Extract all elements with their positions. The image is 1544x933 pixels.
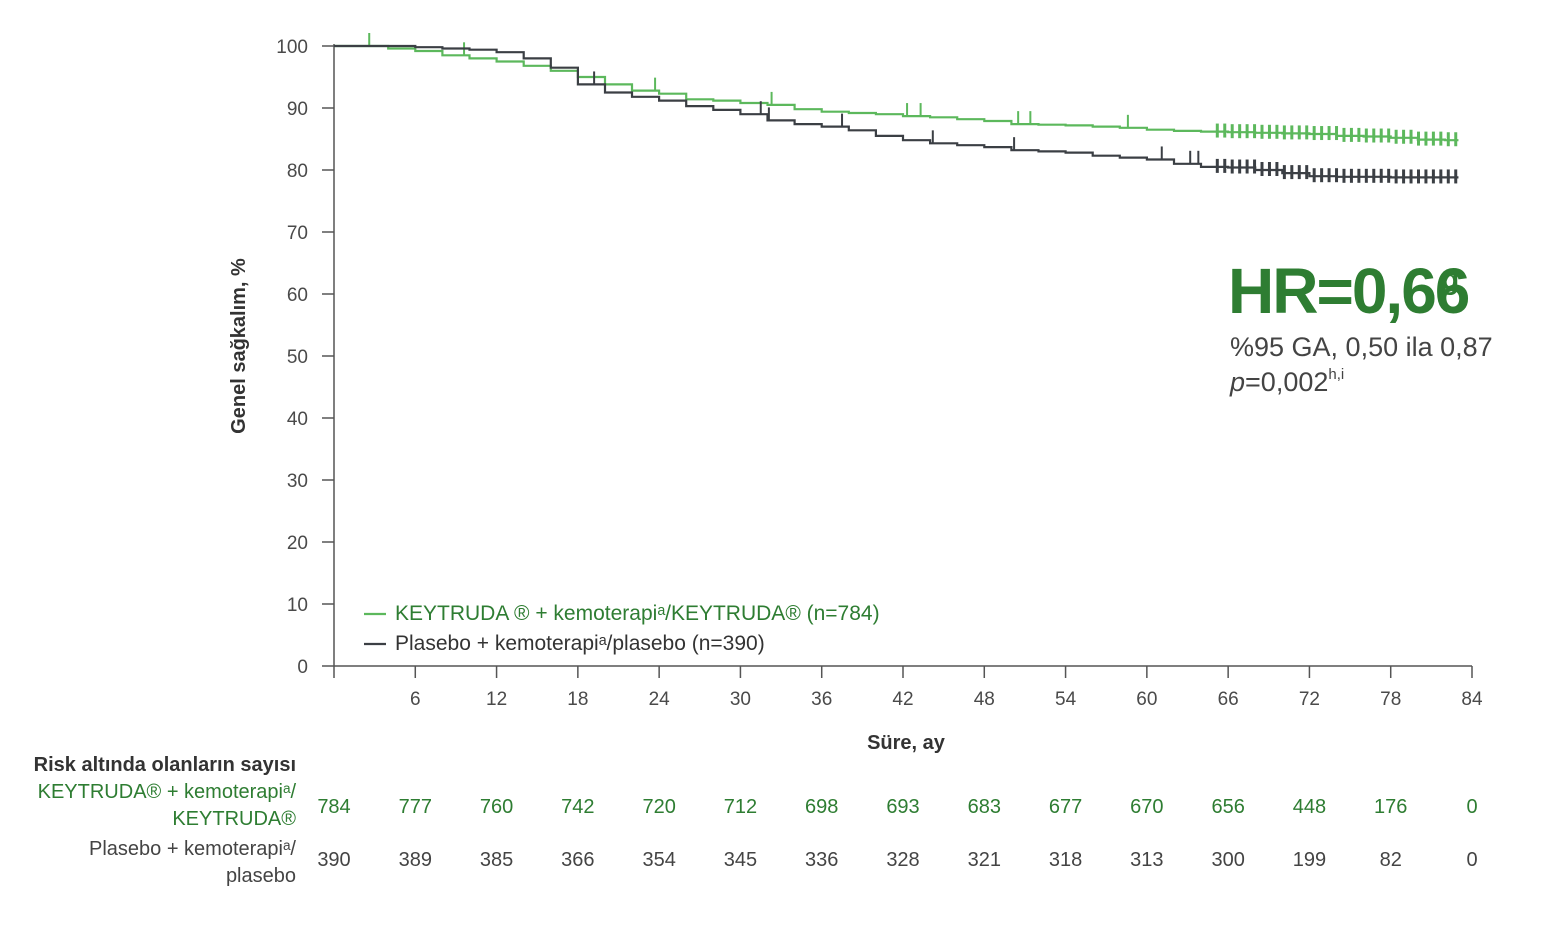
risk-value: 354 [642, 849, 675, 871]
y-tick-label: 50 [287, 347, 308, 368]
risk-value: 318 [1049, 849, 1082, 871]
risk-row-label: KEYTRUDA® [172, 808, 296, 830]
y-tick-label: 70 [287, 223, 308, 244]
x-tick-label: 60 [1136, 689, 1157, 710]
risk-value: 385 [480, 849, 513, 871]
x-tick-label: 24 [649, 689, 671, 710]
x-tick-label: 54 [1055, 689, 1077, 710]
y-tick-label: 80 [287, 161, 308, 182]
risk-value: 366 [561, 849, 594, 871]
series-line-1 [334, 44, 1459, 142]
x-tick-label: 18 [567, 689, 588, 710]
risk-value: 760 [480, 796, 513, 818]
risk-value: 300 [1211, 849, 1244, 871]
y-tick-label: 40 [287, 409, 308, 430]
legend: KEYTRUDA ® + kemoterapiᵃ/KEYTRUDA® (n=78… [364, 602, 880, 655]
x-tick-label: 66 [1218, 689, 1239, 710]
risk-value: 176 [1374, 796, 1407, 818]
series-layer [334, 33, 1459, 184]
risk-value: 389 [399, 849, 432, 871]
risk-row-label: Plasebo + kemoterapiᵃ/ [89, 838, 296, 860]
risk-value: 336 [805, 849, 838, 871]
risk-value: 720 [642, 796, 675, 818]
x-tick-label: 72 [1299, 689, 1320, 710]
y-tick-label: 60 [287, 285, 308, 306]
x-tick-label: 12 [486, 689, 507, 710]
risk-value: 321 [968, 849, 1001, 871]
risk-value: 390 [317, 849, 350, 871]
risk-value: 199 [1293, 849, 1326, 871]
risk-value: 670 [1130, 796, 1163, 818]
risk-value: 313 [1130, 849, 1163, 871]
risk-value: 0 [1466, 796, 1477, 818]
risk-value: 683 [968, 796, 1001, 818]
x-tick-label: 30 [730, 689, 751, 710]
risk-value: 448 [1293, 796, 1326, 818]
risk-value: 328 [886, 849, 919, 871]
x-tick-label: 84 [1461, 689, 1483, 710]
risk-value: 712 [724, 796, 757, 818]
risk-value: 693 [886, 796, 919, 818]
x-tick-label: 42 [892, 689, 913, 710]
hazard-ratio-annotation: HR=0,66g %95 GA, 0,50 ila 0,87 p=0,002h,i [1228, 255, 1493, 397]
hr-superscript: g [1441, 263, 1459, 296]
risk-value: 784 [317, 796, 350, 818]
hr-value: HR=0,66 [1228, 255, 1469, 327]
x-tick-label: 78 [1380, 689, 1401, 710]
x-tick-label: 36 [811, 689, 832, 710]
risk-table: Risk altında olanların sayısı KEYTRUDA® +… [34, 754, 1478, 887]
risk-row-label: plasebo [226, 865, 296, 887]
y-tick-label: 90 [287, 99, 308, 120]
p-italic: p [1229, 367, 1245, 397]
confidence-interval: %95 GA, 0,50 ila 0,87 [1230, 332, 1493, 362]
risk-value: 0 [1466, 849, 1477, 871]
risk-row-label: KEYTRUDA® + kemoterapiᵃ/ [38, 781, 297, 803]
risk-value: 345 [724, 849, 757, 871]
p-number: =0,002 [1245, 367, 1328, 397]
risk-value: 677 [1049, 796, 1082, 818]
x-tick-label: 6 [410, 689, 421, 710]
legend-label: KEYTRUDA ® + kemoterapiᵃ/KEYTRUDA® (n=78… [395, 602, 880, 625]
y-tick-label: 10 [287, 595, 308, 616]
p-superscript: h,i [1328, 366, 1344, 383]
risk-value: 742 [561, 796, 594, 818]
legend-label: Plasebo + kemoterapiᵃ/plasebo (n=390) [395, 632, 765, 655]
risk-table-title: Risk altında olanların sayısı [34, 754, 296, 776]
y-tick-label: 0 [297, 657, 308, 678]
series-line-2 [334, 44, 1459, 179]
x-axis-title: Süre, ay [867, 732, 946, 754]
risk-value: 82 [1380, 849, 1402, 871]
y-tick-label: 30 [287, 471, 308, 492]
axes: 0 10 20 30 40 50 60 70 80 90 100 6 12 18 24 30 36 42 48 54 6… [228, 37, 1483, 754]
y-tick-label: 20 [287, 533, 308, 554]
risk-value: 698 [805, 796, 838, 818]
risk-value: 777 [399, 796, 432, 818]
y-tick-label: 100 [276, 37, 308, 58]
x-tick-label: 48 [974, 689, 995, 710]
y-axis-title: Genel sağkalım, % [228, 258, 250, 434]
risk-value: 656 [1211, 796, 1244, 818]
p-value: p=0,002h,i [1229, 366, 1344, 397]
